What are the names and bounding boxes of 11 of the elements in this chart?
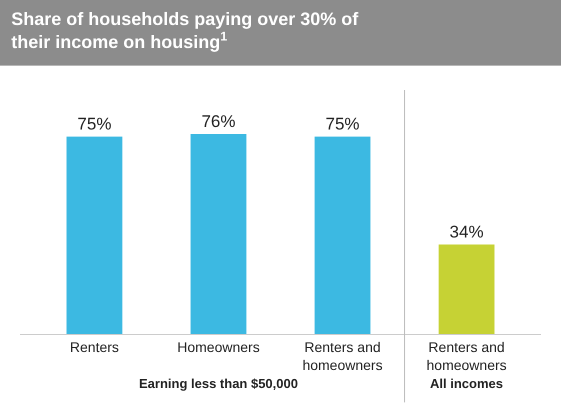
data-label: 34% — [450, 222, 484, 242]
data-label: 76% — [201, 112, 236, 131]
chart-title: Share of households paying over 30% of their income on housing$^{1}$ — [11, 8, 360, 52]
x-tick-label: Homeowners — [177, 338, 260, 355]
text: Earning less than $50,000 — [139, 376, 298, 391]
data-label: 75% — [326, 114, 360, 134]
text: All incomes — [430, 376, 503, 391]
x-tick-label: Renters and homeowners — [302, 338, 383, 373]
x-tick-label: Renters and homeowners — [426, 338, 507, 373]
x-tick-label: Renters — [70, 338, 119, 355]
data-label: 75% — [77, 114, 112, 134]
